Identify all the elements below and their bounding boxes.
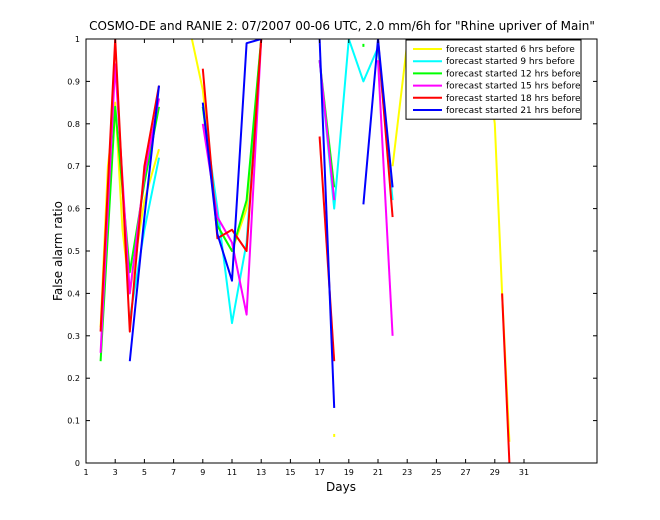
x-tick-label: 19 [344, 468, 354, 477]
x-tick-label: 25 [431, 468, 441, 477]
y-tick-label: 0.2 [67, 374, 80, 383]
x-tick-label: 31 [519, 468, 529, 477]
y-axis-label: False alarm ratio [51, 201, 65, 301]
chart-title: COSMO-DE and RANIE 2: 07/2007 00-06 UTC,… [89, 19, 595, 33]
x-tick-label: 15 [285, 468, 295, 477]
series-6-line-segment [318, 39, 336, 408]
legend-label: forecast started 21 hrs before [446, 106, 581, 116]
y-tick-label: 0.1 [67, 417, 80, 426]
series-3-line-segment [99, 105, 160, 362]
legend-label: forecast started 6 hrs before [446, 45, 575, 55]
legend-label: forecast started 9 hrs before [446, 57, 575, 67]
x-tick-label: 27 [461, 468, 471, 477]
y-axis: 0 0.1 0.2 0.3 0.4 0.5 0.6 0.7 0.8 0.9 1 [67, 35, 597, 468]
x-axis-label: Days [326, 480, 356, 494]
series-6-line-segment [128, 85, 160, 362]
x-tick-label: 21 [373, 468, 383, 477]
x-tick-label: 11 [227, 468, 237, 477]
y-tick-label: 0.5 [67, 247, 80, 256]
x-tick-label: 5 [142, 468, 147, 477]
y-tick-label: 1 [75, 35, 80, 44]
y-tick-label: 0.8 [67, 120, 80, 129]
y-tick-label: 0.3 [67, 332, 80, 341]
series-3-point [362, 43, 365, 47]
x-tick-label: 23 [402, 468, 412, 477]
series-2-line-segment [128, 157, 160, 319]
legend: forecast started 6 hrs before forecast st… [405, 39, 582, 120]
x-tick-label: 17 [315, 468, 325, 477]
y-tick-label: 0.4 [67, 289, 80, 298]
x-tick-label: 9 [200, 468, 205, 477]
series-4-line-segment [377, 60, 394, 336]
series-6-line-segment [362, 39, 394, 205]
series-6-line-segment [201, 39, 262, 282]
series-4-line-segment [99, 63, 160, 353]
legend-box [405, 39, 582, 120]
y-tick-label: 0.6 [67, 205, 80, 214]
legend-label: forecast started 18 hrs before [446, 94, 581, 104]
x-tick-label: 1 [83, 468, 88, 477]
legend-label: forecast started 15 hrs before [446, 82, 581, 92]
legend-label: forecast started 12 hrs before [446, 69, 581, 79]
series-1-point [333, 433, 336, 437]
x-tick-label: 7 [171, 468, 176, 477]
x-tick-label: 13 [256, 468, 266, 477]
y-tick-label: 0 [75, 459, 80, 468]
series-5-line-segment [501, 293, 511, 463]
series-5-line-segment [99, 39, 160, 333]
x-tick-label: 3 [113, 468, 118, 477]
series-layer [99, 39, 511, 463]
x-tick-label: 29 [490, 468, 500, 477]
y-tick-label: 0.9 [67, 77, 80, 86]
y-tick-label: 0.7 [67, 162, 80, 171]
